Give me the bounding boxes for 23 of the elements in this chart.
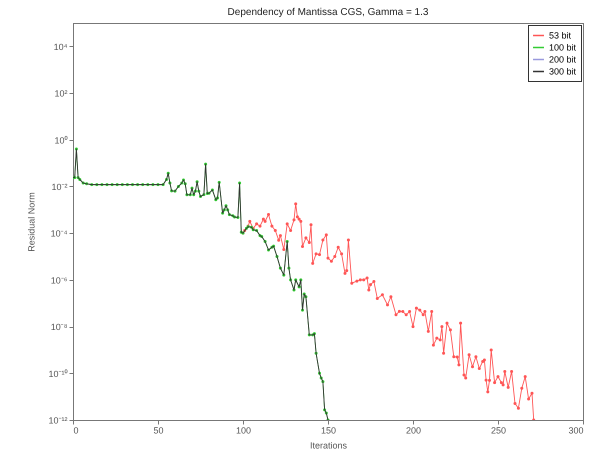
- y-tick-label: 10²: [54, 88, 68, 99]
- legend-label: 100 bit: [549, 42, 577, 52]
- legend-label: 200 bit: [549, 54, 577, 64]
- y-axis-title: Residual Norm: [26, 192, 36, 252]
- x-tick-label: 100: [236, 426, 252, 436]
- x-axis-title: Iterations: [310, 440, 348, 450]
- y-tick-label: 10⁻⁸: [50, 322, 68, 332]
- legend-label: 53 bit: [549, 30, 572, 40]
- y-tick-label: 10⁻⁴: [50, 228, 68, 239]
- x-tick-label: 50: [153, 426, 164, 436]
- y-tick-label: 10⁻⁶: [50, 275, 68, 286]
- y-tick-label: 10⁴: [54, 42, 68, 52]
- x-tick-label: 250: [490, 426, 506, 436]
- y-tick-label: 10⁻¹²: [48, 416, 68, 426]
- y-tick-label: 10⁻²: [51, 182, 68, 192]
- x-tick-label: 300: [568, 426, 584, 436]
- x-tick-label: 0: [74, 426, 79, 436]
- x-tick-label: 200: [406, 426, 422, 436]
- legend-label: 300 bit: [549, 66, 577, 76]
- y-tick-label: 10⁻¹⁰: [48, 368, 68, 379]
- x-tick-label: 150: [320, 426, 336, 436]
- chart-title: Dependency of Mantissa CGS, Gamma = 1.3: [228, 7, 429, 18]
- y-tick-label: 10⁰: [54, 135, 68, 146]
